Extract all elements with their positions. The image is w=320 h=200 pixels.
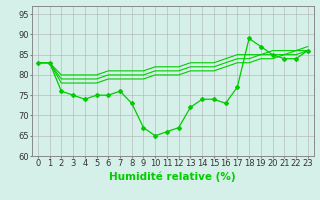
X-axis label: Humidité relative (%): Humidité relative (%) [109, 171, 236, 182]
